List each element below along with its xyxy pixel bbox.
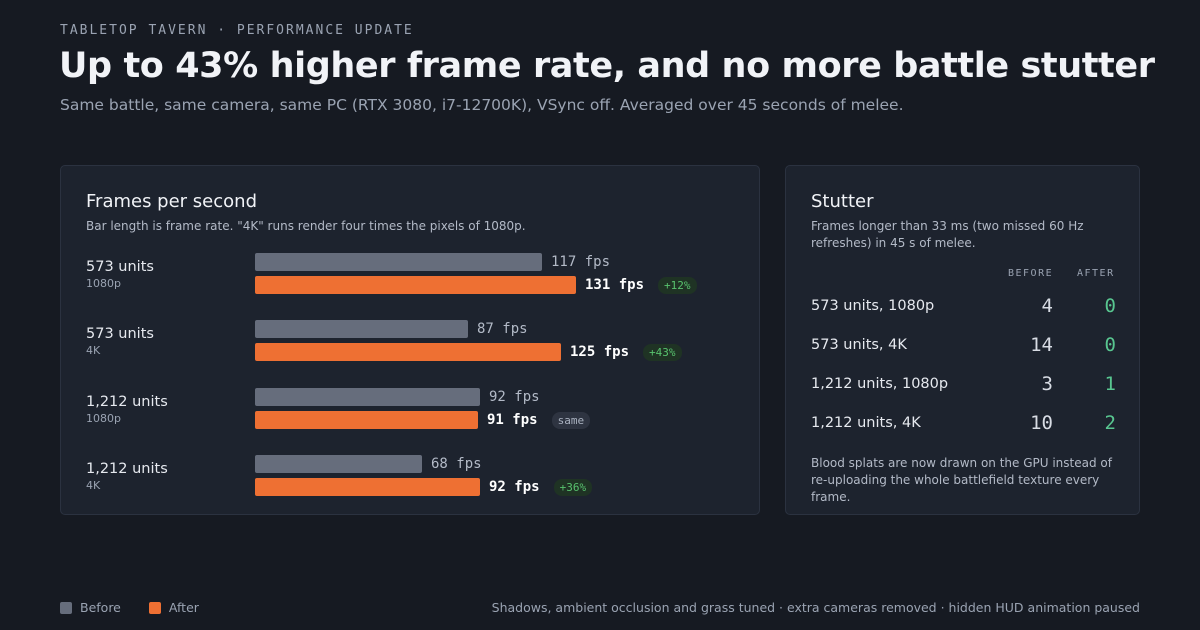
value-label-after: 125 fps — [570, 344, 630, 360]
bar-after — [255, 411, 478, 429]
stutter-after-value: 1 — [1104, 373, 1116, 395]
stutter-card: Stutter Frames longer than 33 ms (two mi… — [785, 165, 1140, 515]
stutter-row-label: 573 units, 1080p — [811, 298, 935, 314]
legend-swatch-after — [148, 601, 161, 614]
fps-row-units: 573 units — [86, 259, 154, 275]
value-label-before: 68 fps — [431, 456, 482, 472]
stutter-before-value: 3 — [1041, 373, 1053, 395]
bar-before — [255, 455, 422, 473]
change-badge: same — [551, 412, 591, 429]
stutter-row-label: 573 units, 4K — [811, 337, 907, 353]
bar-before — [255, 388, 480, 406]
column-header-before: BEFORE — [1008, 268, 1054, 279]
legend-label-after: After — [168, 600, 199, 615]
legend-swatch-before — [60, 601, 72, 614]
fps-chart-title: Frames per second — [86, 191, 257, 212]
stutter-after-value: 2 — [1104, 412, 1116, 434]
bar-after — [255, 343, 561, 361]
fps-row-units: 1,212 units — [86, 461, 168, 477]
page-subtitle: Same battle, same camera, same PC (RTX 3… — [60, 96, 904, 114]
value-label-after: 92 fps — [489, 479, 540, 495]
fps-card: Frames per second Bar length is frame ra… — [60, 165, 760, 515]
eyebrow: TABLETOP TAVERN · PERFORMANCE UPDATE — [60, 23, 414, 38]
legend: Before After — [60, 600, 199, 615]
value-label-before: 87 fps — [477, 321, 528, 337]
fps-row-units: 1,212 units — [86, 394, 168, 410]
value-label-before: 117 fps — [551, 254, 611, 270]
change-badge: +12% — [658, 277, 697, 294]
change-badge: +43% — [643, 344, 682, 361]
value-label-before: 92 fps — [489, 389, 540, 405]
value-label-after: 131 fps — [585, 277, 645, 293]
bar-before — [255, 320, 468, 338]
stutter-after-value: 0 — [1104, 295, 1116, 317]
bar-after — [255, 276, 576, 294]
stutter-title: Stutter — [811, 191, 874, 212]
stutter-note: Frames longer than 33 ms (two missed 60 … — [811, 219, 1084, 250]
stutter-row-label: 1,212 units, 4K — [811, 415, 921, 431]
fps-row-res: 1080p — [86, 277, 121, 290]
stutter-row-label: 1,212 units, 1080p — [811, 376, 949, 392]
bar-before — [255, 253, 542, 271]
stutter-before-value: 14 — [1030, 334, 1053, 356]
footer-note: Shadows, ambient occlusion and grass tun… — [491, 600, 1140, 615]
stutter-after-value: 0 — [1104, 334, 1116, 356]
stutter-footnote: Blood splats are now drawn on the GPU in… — [811, 456, 1112, 504]
fps-row-res: 4K — [86, 344, 101, 357]
value-label-after: 91 fps — [487, 412, 538, 428]
stutter-before-value: 4 — [1041, 295, 1053, 317]
column-header-after: AFTER — [1077, 268, 1115, 279]
fps-row-units: 573 units — [86, 326, 154, 342]
page-title: Up to 43% higher frame rate, and no more… — [59, 46, 1155, 86]
fps-row-res: 1080p — [86, 412, 121, 425]
bar-after — [255, 478, 480, 496]
fps-chart-note: Bar length is frame rate. "4K" runs rend… — [86, 219, 526, 233]
fps-row-res: 4K — [86, 479, 101, 492]
stutter-before-value: 10 — [1030, 412, 1053, 434]
change-badge: +36% — [553, 479, 593, 496]
legend-label-before: Before — [80, 600, 121, 615]
